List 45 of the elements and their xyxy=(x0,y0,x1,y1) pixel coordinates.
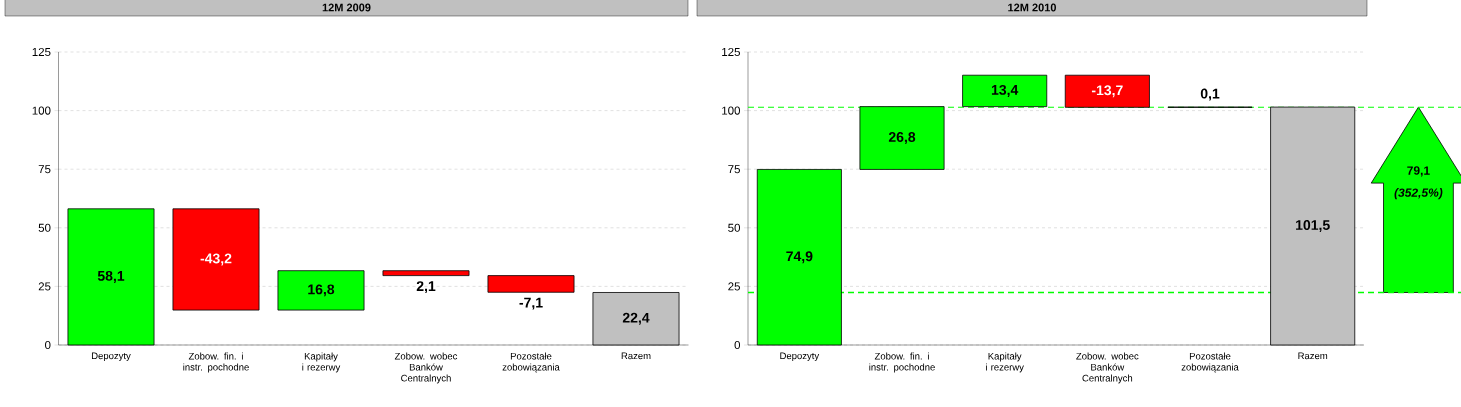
text: (352,5%) xyxy=(1394,188,1443,200)
bar xyxy=(1064,74,1150,108)
y-tick-label: 50 xyxy=(728,223,741,232)
y-tick-label: 75 xyxy=(38,165,51,174)
data-label: 13,4 xyxy=(991,84,1019,97)
bar xyxy=(487,275,575,293)
bar xyxy=(382,270,470,277)
data-label: 22,4 xyxy=(622,312,650,325)
y-tick-label: 100 xyxy=(32,106,51,115)
x-tick-label: Razem xyxy=(621,352,651,360)
bar xyxy=(277,270,365,311)
x-tick-label: Kapitały i rezerwy xyxy=(986,352,1024,373)
data-label: 2,1 xyxy=(416,281,436,294)
x-tick-label: Razem xyxy=(1298,352,1328,360)
x-tick-label: Depozyty xyxy=(780,352,820,362)
data-label: -7,1 xyxy=(519,297,543,310)
text: 79,1 xyxy=(1407,166,1430,177)
y-tick-label: 0 xyxy=(45,340,51,350)
y-tick-label: 25 xyxy=(38,282,51,291)
y-tick-label: 25 xyxy=(728,282,740,291)
y-tick-label: 50 xyxy=(38,223,51,232)
data-label: 74,9 xyxy=(786,251,813,264)
data-label: 26,8 xyxy=(888,132,916,144)
x-tick-label: Zobow. wobec Banków Centralnych xyxy=(1076,352,1139,384)
data-label: 101,5 xyxy=(1296,220,1330,233)
x-tick-label: Zobow. fin. i instr. pochodne xyxy=(869,352,935,373)
x-tick-label: Pozostałe zobowiązania xyxy=(502,352,560,373)
data-label: 0,1 xyxy=(1200,88,1220,101)
x-tick-label: Zobow. fin. i instr. pochodne xyxy=(183,352,249,373)
y-tick-label: 125 xyxy=(32,47,51,57)
x-tick-label: Kapitały i rezerwy xyxy=(302,352,341,373)
y-tick-label: 100 xyxy=(722,106,741,115)
data-label: 16,8 xyxy=(308,284,335,297)
data-label: -13,7 xyxy=(1091,85,1123,98)
data-label: 58,1 xyxy=(97,270,125,283)
x-tick-label: Zobow. wobec Banków Centralnych xyxy=(394,352,458,384)
bar xyxy=(172,208,260,311)
x-tick-label: Pozostałe zobowiązania xyxy=(1181,352,1239,373)
chart-title: 12M 2010 xyxy=(1008,3,1056,12)
chart-title: 12M 2009 xyxy=(322,3,371,12)
y-tick-label: 0 xyxy=(734,340,741,350)
data-label: -43,2 xyxy=(200,253,232,266)
y-tick-label: 75 xyxy=(728,165,740,174)
y-tick-label: 125 xyxy=(722,47,740,57)
x-tick-label: Depozyty xyxy=(91,352,131,362)
